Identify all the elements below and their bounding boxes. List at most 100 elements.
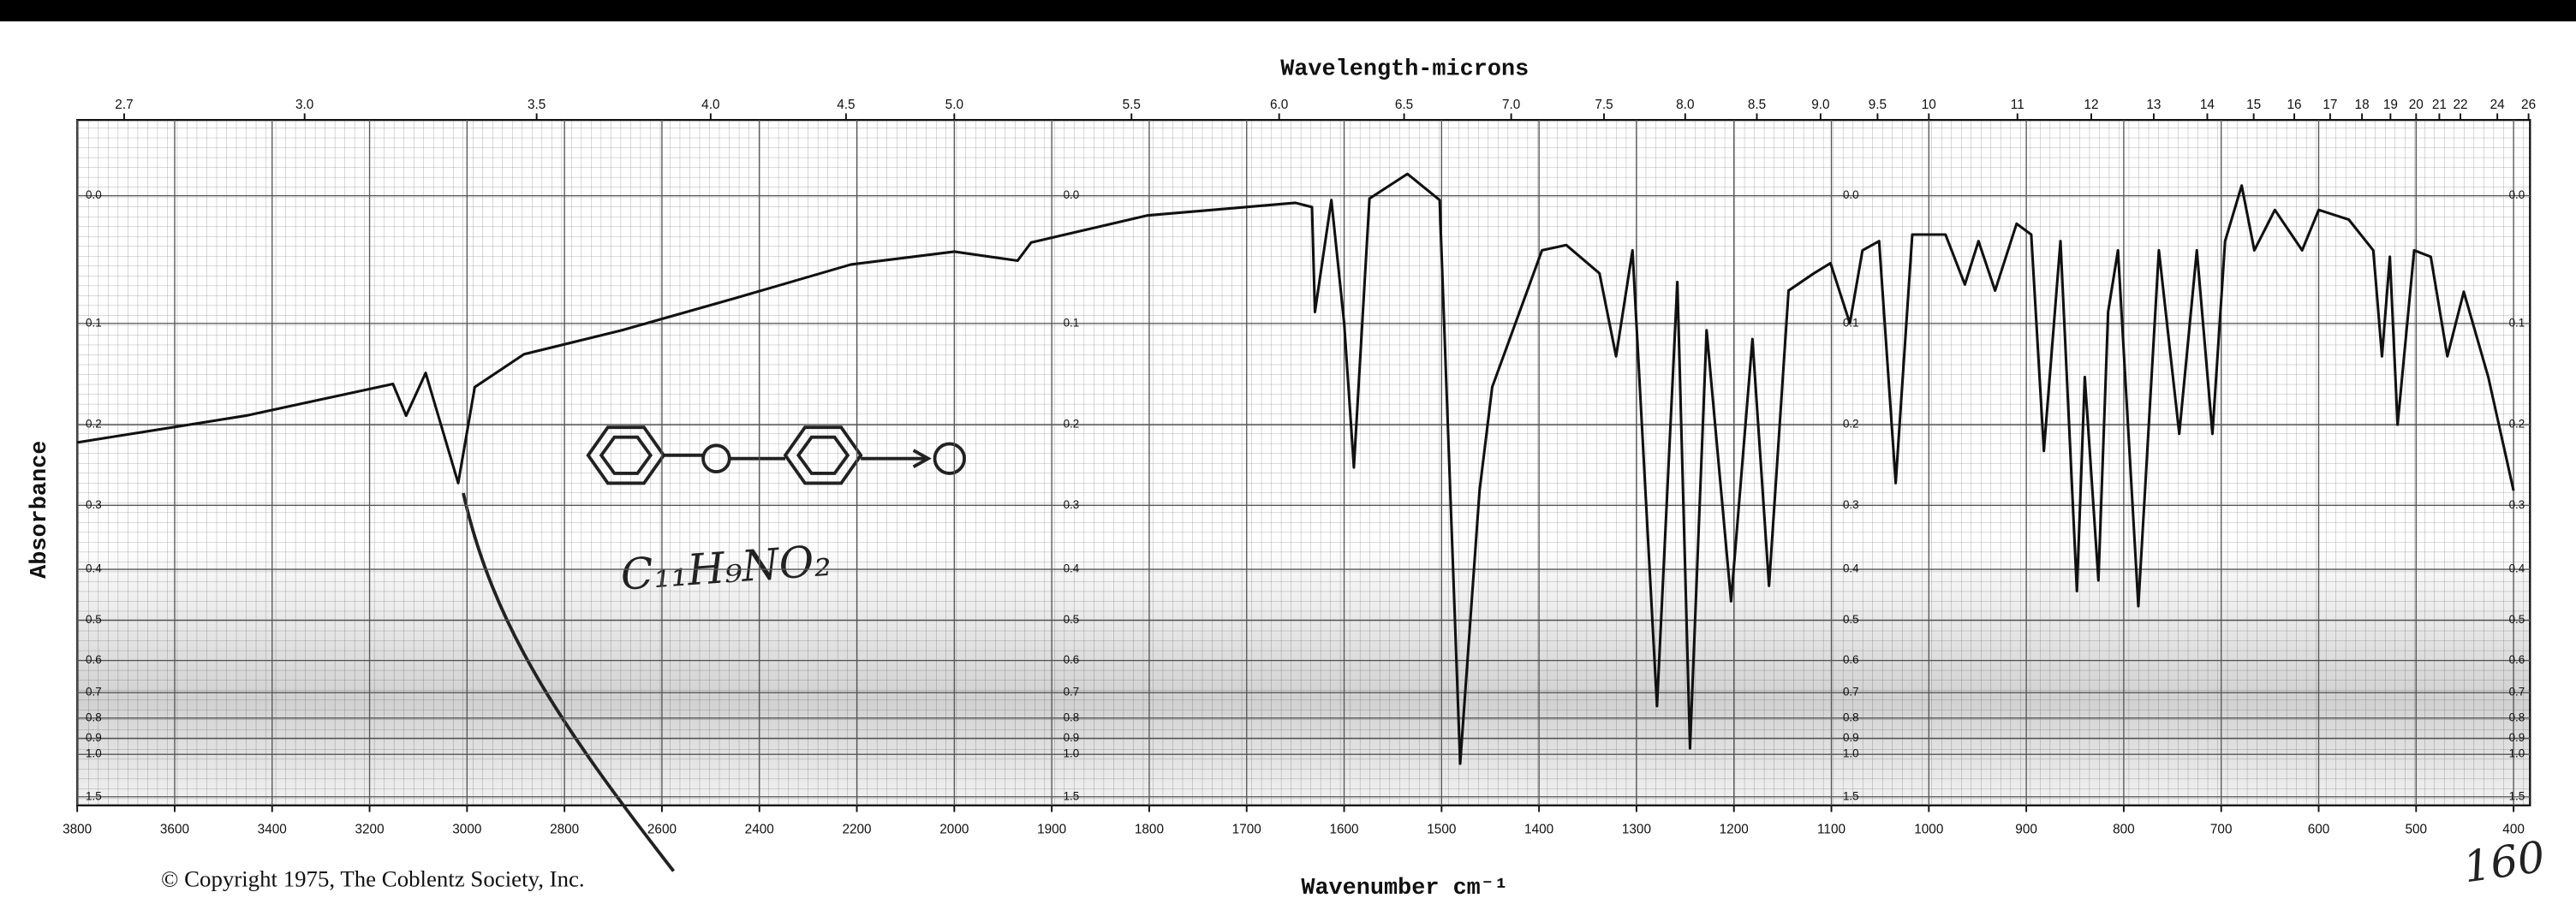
x-tick-label: 3400 bbox=[258, 823, 287, 837]
x2-tick-label: 12 bbox=[2084, 98, 2098, 112]
y-tick-label: 1.5 bbox=[1064, 789, 1080, 802]
x2-tick-label: 15 bbox=[2246, 98, 2261, 112]
x-tick-label: 2800 bbox=[550, 823, 579, 837]
y-tick-label: 0.2 bbox=[86, 418, 102, 431]
y-tick-label: 1.5 bbox=[1843, 789, 1859, 802]
y-tick-label: 0.3 bbox=[86, 498, 102, 511]
y-tick-label: 0.7 bbox=[1064, 686, 1080, 699]
x-tick-label: 2600 bbox=[647, 823, 677, 837]
y-tick-label: 1.0 bbox=[1843, 747, 1859, 760]
y-tick-label: 0.8 bbox=[1843, 711, 1859, 723]
x-tick-label: 1800 bbox=[1135, 823, 1164, 837]
spectrum-line bbox=[76, 172, 2515, 765]
y-tick-label: 0.7 bbox=[1843, 686, 1859, 699]
y-tick-label: 0.9 bbox=[2509, 731, 2525, 744]
handwritten-note: 160 bbox=[2460, 832, 2548, 893]
y-tick-label: 0.4 bbox=[2509, 562, 2525, 575]
y-tick-label: 0.5 bbox=[1064, 613, 1080, 626]
x2-tick-label: 3.5 bbox=[528, 98, 546, 112]
x2-tick-label: 9.5 bbox=[1869, 98, 1887, 112]
x-tick-label: 1600 bbox=[1329, 823, 1358, 837]
y-tick-label: 0.7 bbox=[86, 686, 102, 699]
x2-tick-label: 8.0 bbox=[1676, 98, 1694, 112]
x2-tick-label: 11 bbox=[2011, 98, 2024, 112]
x2-tick-label: 7.5 bbox=[1595, 98, 1613, 112]
y-tick-label: 0.5 bbox=[2509, 613, 2525, 626]
x-tick-label: 2400 bbox=[745, 823, 774, 837]
y-tick-label: 0.6 bbox=[1064, 653, 1080, 666]
x-axis-title: Wavenumber cm⁻¹ bbox=[1301, 876, 1508, 901]
x-tick-label: 1200 bbox=[1720, 823, 1749, 837]
x2-tick-label: 16 bbox=[2287, 98, 2302, 112]
y-tick-label: 0.5 bbox=[86, 613, 102, 626]
scan-shade bbox=[77, 542, 2531, 806]
x2-tick-label: 10 bbox=[1922, 98, 1936, 112]
y-tick-label: 0.1 bbox=[2509, 316, 2525, 329]
x-tick-label: 1500 bbox=[1427, 823, 1456, 837]
x-tick-label: 3000 bbox=[452, 823, 481, 837]
x2-tick-label: 5.5 bbox=[1123, 98, 1141, 112]
y-tick-label: 0.5 bbox=[1843, 613, 1859, 626]
x2-tick-label: 26 bbox=[2521, 98, 2536, 112]
x-tick-label: 3800 bbox=[63, 823, 92, 837]
x-tick-label: 1700 bbox=[1232, 823, 1261, 837]
y-tick-label: 0.8 bbox=[2509, 711, 2525, 723]
x-tick-label: 1100 bbox=[1817, 823, 1846, 837]
y-tick-label: 0.2 bbox=[1064, 418, 1080, 431]
x-tick-label: 3200 bbox=[355, 823, 384, 837]
structure-sketch bbox=[462, 425, 966, 872]
y-tick-label: 1.0 bbox=[86, 747, 102, 760]
y-tick-label: 0.0 bbox=[1064, 188, 1080, 201]
x2-tick-label: 14 bbox=[2200, 98, 2215, 112]
y-tick-label: 0.9 bbox=[86, 731, 102, 744]
x-tick-label: 1300 bbox=[1622, 823, 1651, 837]
y-tick-label: 0.4 bbox=[1843, 562, 1859, 575]
x-tick-label: 700 bbox=[2210, 823, 2233, 837]
x2-tick-label: 17 bbox=[2323, 98, 2337, 112]
y-tick-label: 0.0 bbox=[2509, 188, 2525, 201]
x2-tick-label: 9.0 bbox=[1811, 98, 1829, 112]
x2-tick-label: 4.0 bbox=[701, 98, 719, 112]
x2-tick-label: 18 bbox=[2355, 98, 2370, 112]
y-tick-label: 1.5 bbox=[86, 789, 102, 802]
y-tick-label: 0.3 bbox=[1843, 498, 1859, 511]
x-tick-label: 2000 bbox=[939, 823, 969, 837]
y-tick-label: 0.9 bbox=[1843, 731, 1859, 744]
y-tick-label: 0.0 bbox=[1843, 188, 1859, 201]
y-tick-label: 0.4 bbox=[1064, 562, 1080, 575]
x2-tick-label: 5.0 bbox=[945, 98, 963, 112]
y-tick-label: 0.1 bbox=[86, 316, 102, 329]
y-tick-label: 0.7 bbox=[2509, 686, 2525, 699]
x-tick-label: 900 bbox=[2015, 823, 2037, 837]
y-tick-label: 0.6 bbox=[86, 653, 102, 666]
y-tick-label: 0.8 bbox=[1064, 711, 1080, 723]
x-tick-label: 2200 bbox=[842, 823, 871, 837]
x2-axis-title: Wavelength-microns bbox=[1280, 57, 1529, 83]
x-tick-label: 400 bbox=[2502, 823, 2525, 837]
x2-tick-label: 6.0 bbox=[1270, 98, 1288, 112]
x2-tick-label: 19 bbox=[2383, 98, 2398, 112]
top-bar bbox=[0, 0, 2576, 21]
y-tick-label: 0.3 bbox=[2509, 498, 2525, 511]
x2-tick-label: 21 bbox=[2432, 98, 2447, 112]
y-tick-label: 1.5 bbox=[2509, 789, 2525, 802]
y-tick-label: 0.6 bbox=[2509, 653, 2525, 666]
x-tick-label: 1000 bbox=[1914, 823, 1943, 837]
y-axis-title: Absorbance bbox=[27, 441, 53, 579]
y-tick-label: 0.0 bbox=[86, 188, 102, 201]
x2-tick-label: 20 bbox=[2409, 98, 2424, 112]
y-tick-label: 0.3 bbox=[1064, 498, 1080, 511]
x2-tick-label: 7.0 bbox=[1502, 98, 1520, 112]
x2-tick-label: 8.5 bbox=[1748, 98, 1766, 112]
y-tick-label: 0.2 bbox=[1843, 418, 1859, 431]
x-tick-label: 500 bbox=[2406, 823, 2428, 837]
y-tick-label: 0.6 bbox=[1843, 653, 1859, 666]
y-tick-label: 0.9 bbox=[1064, 731, 1080, 744]
copyright: © Copyright 1975, The Coblentz Society, … bbox=[161, 865, 585, 891]
x2-tick-label: 13 bbox=[2146, 98, 2161, 112]
x2-tick-label: 2.7 bbox=[115, 98, 133, 112]
x2-tick-label: 24 bbox=[2490, 98, 2506, 112]
x-tick-label: 3600 bbox=[160, 823, 189, 837]
